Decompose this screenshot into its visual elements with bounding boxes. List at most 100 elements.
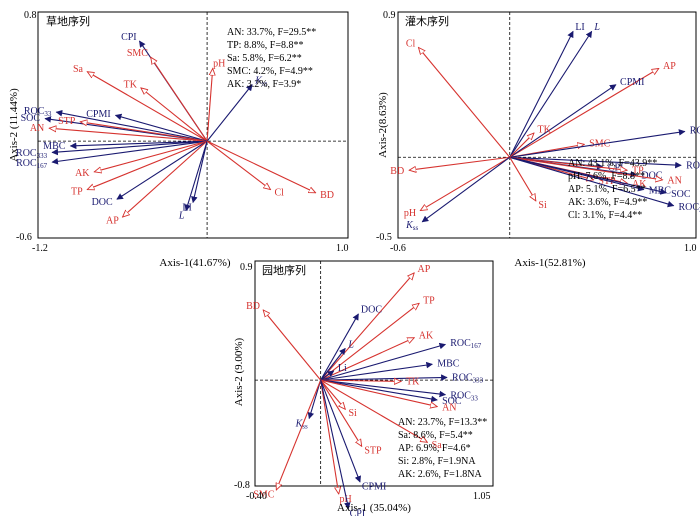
vector-cpmi [320, 379, 361, 483]
plot-frame [37, 11, 349, 239]
vector-label-li: Li [338, 363, 347, 374]
vector-l [509, 30, 593, 158]
vector-bd [206, 140, 316, 194]
vector-bd [263, 310, 322, 381]
vector-label-bd: BD [390, 166, 404, 177]
vector-label-kss: Kss [254, 76, 267, 88]
vector-cpi [320, 380, 351, 510]
vector-mbc [320, 361, 433, 381]
y-tick-top: 0.9 [383, 10, 396, 21]
x-tick-left: -0.40 [246, 491, 267, 502]
vector-ak [320, 337, 415, 381]
vector-label-tk: TK [124, 80, 138, 91]
vector-cpmi [509, 84, 617, 158]
vector-cpmi [114, 113, 208, 142]
vector-label-smc: SMC [127, 48, 148, 59]
stat-line: TP: 8.8%, F=8.8** [227, 40, 303, 51]
vector-label-ak: AK [419, 331, 434, 342]
vector-bd [409, 156, 510, 170]
vector-label-li: LI [575, 22, 584, 33]
vector-sa [320, 379, 428, 442]
vector-stp [80, 122, 208, 142]
vector-label-ak: AK [632, 179, 647, 190]
x-axis-label: Axis-1(41.67%) [159, 257, 231, 269]
vector-label-roc333: ROC333 [452, 372, 484, 384]
vector-label-ph: pH [404, 208, 416, 219]
vector-label-an: AN [30, 123, 44, 134]
stats-box: AN: 43.1%, F=43.9** pH: 7.6%, F=8.8** AP… [568, 158, 657, 221]
vector-soc [509, 156, 667, 195]
vector-ak [94, 140, 208, 172]
y-axis-label: Axis-2 (9.00%) [233, 337, 245, 406]
vector-smc [151, 57, 208, 142]
vector-label-roc167: ROC167 [16, 158, 48, 170]
y-tick-bottom: -0.5 [376, 232, 392, 243]
vector-label-mbc: MBC [437, 359, 460, 370]
vector-label-l: L [178, 210, 185, 221]
vector-kss [421, 156, 511, 223]
vector-ap [509, 69, 659, 158]
vector-stp [320, 379, 362, 446]
x-tick-left: -0.6 [390, 243, 406, 254]
vector-label-kss: Kss [405, 220, 418, 232]
x-tick-right: 1.0 [684, 243, 697, 254]
vector-label-ap: AP [418, 264, 431, 275]
vector-label-cpi: CPI [608, 162, 624, 173]
vector-tk [509, 133, 534, 158]
vector-label-ap: AP [663, 61, 676, 72]
vector-label-stp: STP [58, 116, 76, 127]
y-tick-bottom: -0.8 [234, 480, 250, 491]
stat-line: AP: 6.9%, F=4.6* [398, 443, 471, 454]
vector-label-kss: Kss [295, 418, 308, 430]
vector-label-doc: DOC [361, 305, 382, 316]
vector-si [509, 157, 536, 201]
panel-shrubland: LILClAPCPMITKSMCROC333ROC167CPITPDOCANST… [376, 10, 700, 269]
vector-group: LILClAPCPMITKSMCROC333ROC167CPITPDOCANST… [390, 12, 700, 238]
vector-label-ap: AP [106, 215, 119, 226]
vector-kss [307, 379, 322, 420]
vector-label-roc333: ROC333 [16, 148, 48, 160]
stat-line: AK: 3.6%, F=4.9** [568, 197, 647, 208]
stat-line: SMC: 4.2%, F=4.9** [227, 66, 313, 77]
vector-smc [276, 379, 322, 490]
x-tick-right: 1.05 [473, 491, 491, 502]
vector-label-tp: TP [71, 186, 83, 197]
stat-line: Si: 2.8%, F=1.9NA [398, 456, 476, 467]
vector-li [509, 30, 574, 158]
vector-mbc [69, 140, 208, 150]
vector-cl [206, 140, 270, 189]
vector-label-soc: SOC [671, 189, 691, 200]
vector-ap [320, 273, 415, 381]
stat-line: AK: 3.2%, F=3.9* [227, 79, 301, 90]
vector-label-doc: DOC [92, 197, 113, 208]
vector-label-tp: TP [632, 166, 644, 177]
vector-ph [420, 156, 511, 210]
vector-label-sa: Sa [73, 64, 84, 75]
vector-si [320, 379, 346, 409]
vector-ap [123, 140, 208, 217]
vector-label-cpmi: CPMI [620, 77, 644, 88]
vector-label-roc33: ROC33 [450, 390, 478, 402]
y-tick-top: 0.8 [24, 10, 37, 21]
y-axis-label: Axis-2(8.63%) [377, 92, 389, 158]
vector-label-cpmi: CPMI [362, 482, 386, 493]
stats-box: AN: 23.7%, F=13.3** Sa: 8.6%, F=5.4** AP… [398, 417, 487, 480]
stat-line: pH: 7.6%, F=8.8** [568, 171, 645, 182]
vector-roc33 [320, 379, 447, 398]
vector-label-tk: TK [406, 377, 420, 388]
stat-line: AN: 33.7%, F=29.5** [227, 27, 316, 38]
vector-roc333 [320, 374, 448, 381]
vector-tk [141, 88, 208, 142]
y-tick-bottom: -0.6 [16, 232, 32, 243]
vector-label-doc: DOC [641, 171, 662, 182]
vector-roc167 [509, 156, 682, 169]
vector-doc [320, 313, 359, 381]
vector-l [320, 347, 346, 381]
panel-title: 草地序列 [46, 14, 90, 28]
vector-sa [87, 72, 208, 142]
vector-roc333 [509, 129, 686, 158]
panel-title: 灌木序列 [405, 14, 449, 28]
vector-label-l: L [347, 339, 354, 350]
